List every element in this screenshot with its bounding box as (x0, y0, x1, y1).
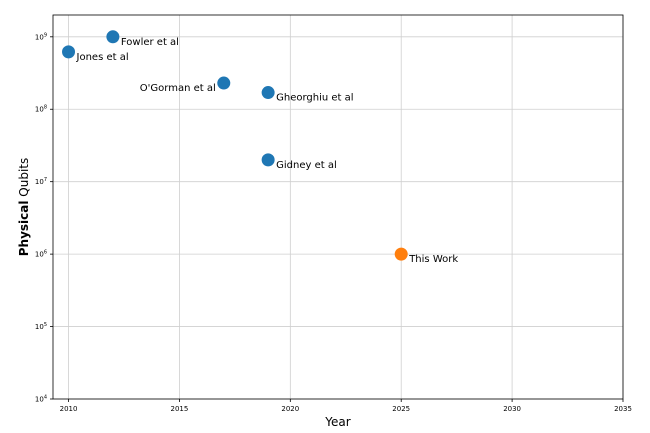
data-point (394, 247, 408, 261)
y-tick-label: 108 (35, 105, 47, 114)
x-tick-label: 2035 (614, 405, 632, 413)
x-tick-label: 2020 (281, 405, 299, 413)
grid-layer (53, 15, 624, 400)
data-point-label: O'Gorman et al (140, 83, 216, 94)
y-tick-label: 105 (35, 322, 47, 331)
plot-frame (52, 14, 624, 400)
x-tick-label: 2025 (392, 405, 410, 413)
data-point-label: Gidney et al (276, 160, 337, 171)
data-point (261, 153, 275, 167)
x-axis-title: Year (324, 415, 350, 429)
y-tick-label: 109 (35, 32, 47, 41)
tick-layer: 2010 2015 2020 2025 2030 2035 104 105 106 107 108 1… (35, 32, 632, 413)
data-point-label: This Work (408, 254, 458, 265)
x-tick-label: 2030 (503, 405, 521, 413)
data-point (261, 86, 275, 100)
data-point (106, 30, 120, 44)
y-axis-title-rest: Qubits (17, 158, 31, 201)
data-point-label: Fowler et al (121, 37, 179, 48)
point-layer: Jones et al Fowler et al O'Gorman et al Ghe… (62, 30, 458, 265)
x-tick-label: 2010 (60, 405, 78, 413)
y-tick-label: 106 (35, 250, 47, 259)
data-point-label: Gheorghiu et al (276, 93, 353, 104)
y-tick-label: 107 (35, 177, 47, 186)
data-point (217, 76, 231, 90)
data-point-label: Jones et al (76, 52, 129, 63)
y-axis-title: Physical Qubits (17, 158, 31, 257)
y-tick-label: 104 (35, 395, 47, 404)
x-tick-label: 2015 (171, 405, 189, 413)
y-axis-title-bold: Physical (17, 201, 31, 257)
data-point (62, 45, 76, 59)
